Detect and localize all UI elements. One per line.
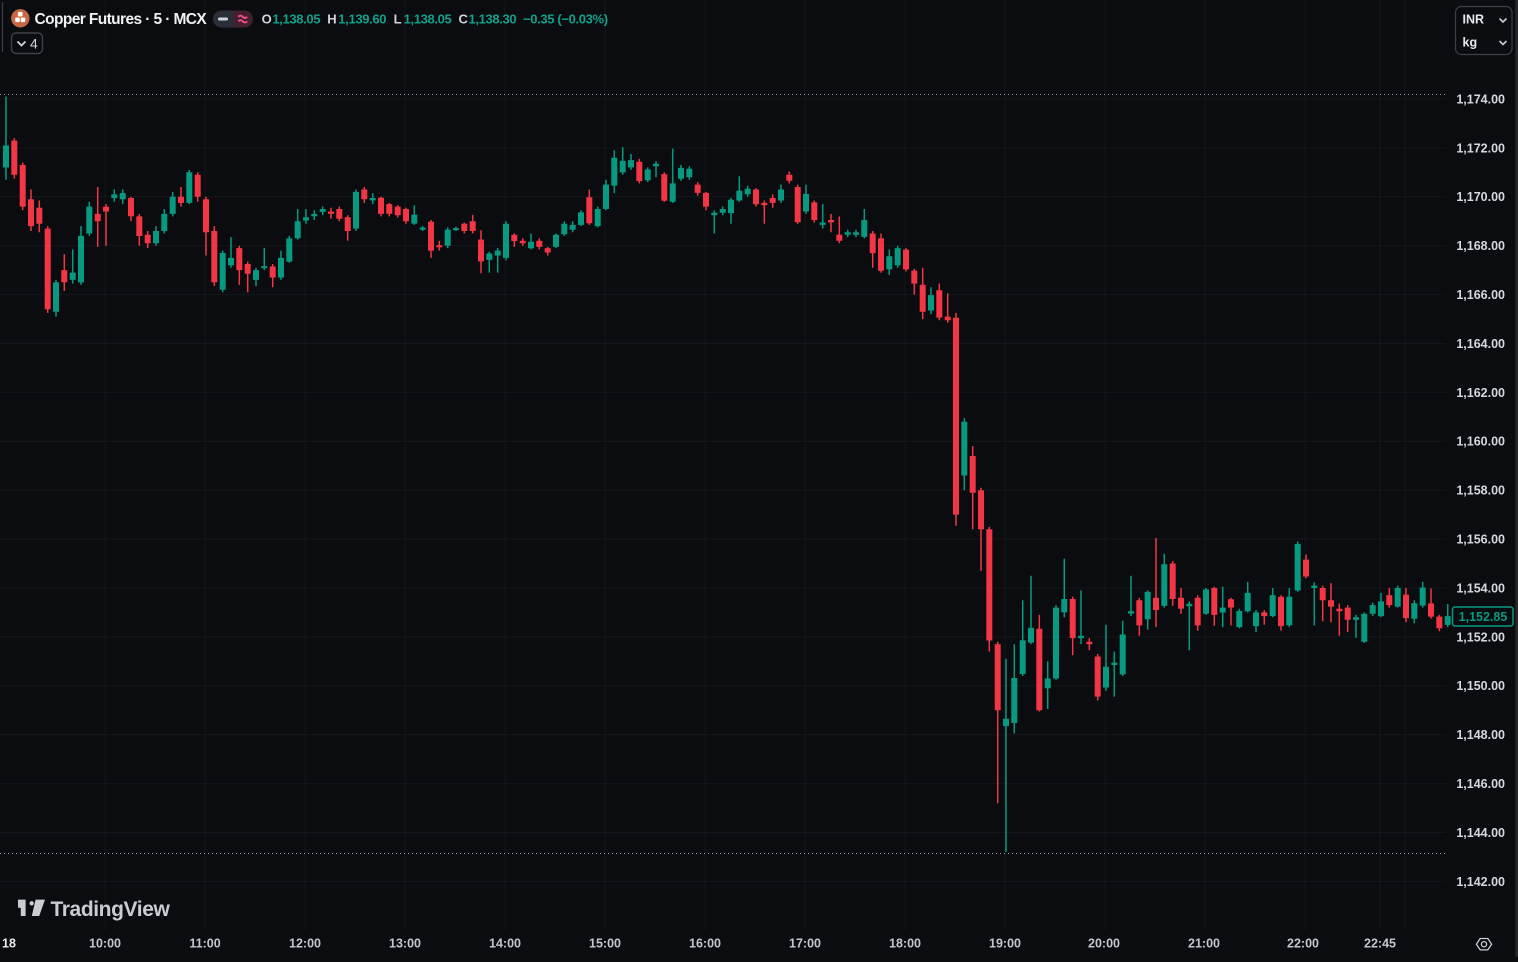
svg-text:1,138.30: 1,138.30 bbox=[469, 12, 517, 27]
svg-text:1,152.00: 1,152.00 bbox=[1456, 630, 1505, 644]
svg-text:20:00: 20:00 bbox=[1088, 937, 1120, 951]
svg-text:18:00: 18:00 bbox=[889, 937, 921, 951]
svg-text:1,138.05: 1,138.05 bbox=[272, 12, 320, 27]
svg-text:19:00: 19:00 bbox=[989, 937, 1021, 951]
svg-text:1,158.00: 1,158.00 bbox=[1456, 484, 1505, 498]
svg-text:1,152.85: 1,152.85 bbox=[1459, 610, 1508, 624]
svg-text:−0.35 (−0.03%): −0.35 (−0.03%) bbox=[523, 12, 608, 27]
svg-text:1,174.00: 1,174.00 bbox=[1456, 92, 1505, 106]
svg-text:H: H bbox=[327, 12, 336, 27]
svg-text:1,139.60: 1,139.60 bbox=[338, 12, 386, 27]
svg-text:16:00: 16:00 bbox=[689, 937, 721, 951]
svg-text:1,154.00: 1,154.00 bbox=[1456, 581, 1505, 595]
svg-text:17:00: 17:00 bbox=[789, 937, 821, 951]
svg-text:1,162.00: 1,162.00 bbox=[1456, 386, 1505, 400]
svg-text:1,156.00: 1,156.00 bbox=[1456, 533, 1505, 547]
svg-text:11:00: 11:00 bbox=[189, 937, 220, 951]
svg-text:22:00: 22:00 bbox=[1287, 937, 1319, 951]
svg-text:1,168.00: 1,168.00 bbox=[1456, 239, 1505, 253]
svg-text:1,170.00: 1,170.00 bbox=[1456, 190, 1505, 204]
svg-text:kg: kg bbox=[1463, 36, 1478, 50]
svg-text:22:45: 22:45 bbox=[1364, 937, 1396, 951]
svg-text:INR: INR bbox=[1463, 13, 1485, 27]
svg-text:C: C bbox=[459, 12, 469, 27]
svg-text:Copper Futures · 5 · MCX: Copper Futures · 5 · MCX bbox=[35, 11, 208, 28]
svg-text:18: 18 bbox=[2, 937, 16, 951]
svg-text:13:00: 13:00 bbox=[389, 937, 421, 951]
svg-text:O: O bbox=[262, 12, 272, 27]
svg-text:L: L bbox=[394, 12, 402, 27]
svg-text:TradingView: TradingView bbox=[51, 898, 171, 921]
svg-text:1,172.00: 1,172.00 bbox=[1456, 141, 1505, 155]
svg-text:1,148.00: 1,148.00 bbox=[1456, 728, 1505, 742]
svg-text:14:00: 14:00 bbox=[489, 937, 521, 951]
svg-text:1,138.05: 1,138.05 bbox=[404, 12, 452, 27]
svg-text:12:00: 12:00 bbox=[289, 937, 321, 951]
svg-text:21:00: 21:00 bbox=[1188, 937, 1220, 951]
svg-text:1,144.00: 1,144.00 bbox=[1456, 826, 1505, 840]
svg-text:1,166.00: 1,166.00 bbox=[1456, 288, 1505, 302]
svg-text:1,160.00: 1,160.00 bbox=[1456, 435, 1505, 449]
svg-text:15:00: 15:00 bbox=[589, 937, 621, 951]
svg-text:1,150.00: 1,150.00 bbox=[1456, 679, 1505, 693]
svg-text:4: 4 bbox=[30, 36, 38, 52]
svg-text:10:00: 10:00 bbox=[89, 937, 121, 951]
svg-text:1,164.00: 1,164.00 bbox=[1456, 337, 1505, 351]
svg-text:1,146.00: 1,146.00 bbox=[1456, 777, 1505, 791]
svg-text:1,142.00: 1,142.00 bbox=[1456, 875, 1505, 889]
